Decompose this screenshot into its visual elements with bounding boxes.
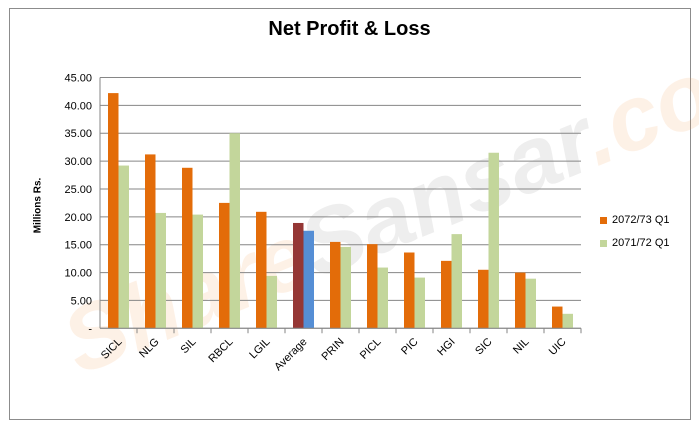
x-tick-label: SIC (473, 336, 494, 357)
bar-NLG-0 (145, 154, 156, 329)
x-tick-label: LGIL (247, 336, 272, 361)
bar-NLG-1 (155, 212, 166, 329)
x-tick-label: SIL (178, 336, 198, 356)
y-tick-label: 20.00 (64, 212, 92, 224)
bar-Average-1 (303, 230, 314, 329)
y-tick-label: 15.00 (64, 240, 92, 252)
y-tick-label: 35.00 (64, 128, 92, 140)
bar-HGI-1 (451, 234, 462, 329)
x-tick-label: UIC (547, 336, 569, 358)
legend-item-1: 2071/72 Q1 (600, 237, 670, 249)
bar-HGI-0 (441, 260, 452, 329)
bar-PIC-0 (404, 252, 415, 329)
x-tick-label: PRIN (320, 336, 347, 363)
y-tick-label: 30.00 (64, 156, 92, 168)
legend-swatch (600, 216, 607, 224)
x-tick-label: PICL (358, 336, 384, 362)
x-tick-label: RBCL (206, 336, 235, 365)
bar-SICL-0 (108, 93, 119, 329)
bar-PICL-1 (377, 267, 388, 329)
bar-RBCL-1 (229, 133, 240, 329)
x-tick-label: NIL (511, 336, 532, 357)
bar-UIC-1 (562, 313, 573, 329)
bar-NIL-1 (525, 278, 536, 329)
x-tick-label: HGI (435, 336, 457, 358)
bar-SIL-1 (192, 214, 203, 329)
legend-swatch (600, 239, 607, 247)
bar-UIC-0 (552, 306, 563, 329)
legend-item-0: 2072/73 Q1 (600, 214, 670, 226)
y-tick-label: 25.00 (64, 184, 92, 196)
bar-SIL-0 (182, 167, 193, 329)
bar-PICL-0 (367, 244, 378, 329)
y-tick-label: - (88, 323, 92, 335)
y-tick-label: 10.00 (64, 268, 92, 280)
bar-PRIN-0 (330, 241, 341, 329)
legend-label: 2071/72 Q1 (612, 237, 670, 249)
legend-label: 2072/73 Q1 (612, 214, 670, 226)
x-tick-label: NLG (137, 336, 161, 360)
x-tick-label: Average (272, 336, 309, 373)
bar-SICL-1 (118, 165, 129, 329)
x-tick-label: SICL (99, 336, 125, 362)
bar-NIL-0 (515, 272, 526, 329)
bar-RBCL-0 (219, 202, 230, 329)
y-tick-label: 40.00 (64, 100, 92, 112)
bar-LGIL-1 (266, 275, 277, 329)
y-tick-label: 5.00 (71, 295, 92, 307)
bar-PIC-1 (414, 277, 425, 329)
chart-title: Net Profit & Loss (268, 18, 431, 40)
bar-Average-0 (293, 222, 304, 329)
y-tick-label: 45.00 (64, 73, 92, 85)
bar-SIC-1 (488, 152, 499, 329)
bar-PRIN-1 (340, 246, 351, 329)
bar-LGIL-0 (256, 211, 267, 329)
bar-SIC-0 (478, 269, 489, 329)
x-tick-label: PIC (399, 336, 420, 357)
